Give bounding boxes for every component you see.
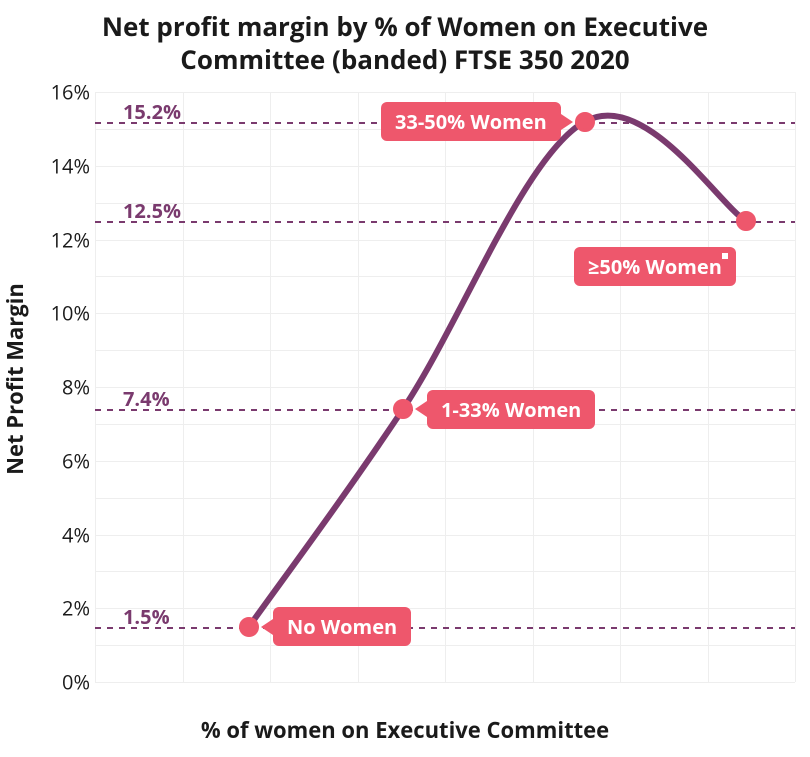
y-tick-label: 0% <box>62 669 90 696</box>
y-tick-label: 12% <box>51 226 90 253</box>
callout-label: ≥50% Women <box>574 247 736 286</box>
data-point <box>736 211 756 231</box>
y-tick-label: 16% <box>51 79 90 106</box>
y-tick-label: 2% <box>62 595 90 622</box>
data-point <box>575 112 595 132</box>
data-point <box>393 399 413 419</box>
chart-title: Net profit margin by % of Women on Execu… <box>0 0 810 80</box>
y-tick-label: 10% <box>51 300 90 327</box>
callout-label: No Women <box>273 607 411 646</box>
y-tick-label: 8% <box>62 374 90 401</box>
y-tick-label: 6% <box>62 447 90 474</box>
y-tick-label: 14% <box>51 152 90 179</box>
callout-label: 33-50% Women <box>381 102 561 141</box>
curve-line <box>95 92 795 682</box>
callout-label: 1-33% Women <box>427 390 595 429</box>
x-axis-label: % of women on Executive Committee <box>0 715 810 745</box>
y-axis-label: Net Profit Margin <box>0 283 30 475</box>
y-tick-label: 4% <box>62 521 90 548</box>
chart-container: Net profit margin by % of Women on Execu… <box>0 0 810 757</box>
plot-area: 1.5%7.4%15.2%12.5%No Women1-33% Women33-… <box>95 92 795 682</box>
data-point <box>239 617 259 637</box>
